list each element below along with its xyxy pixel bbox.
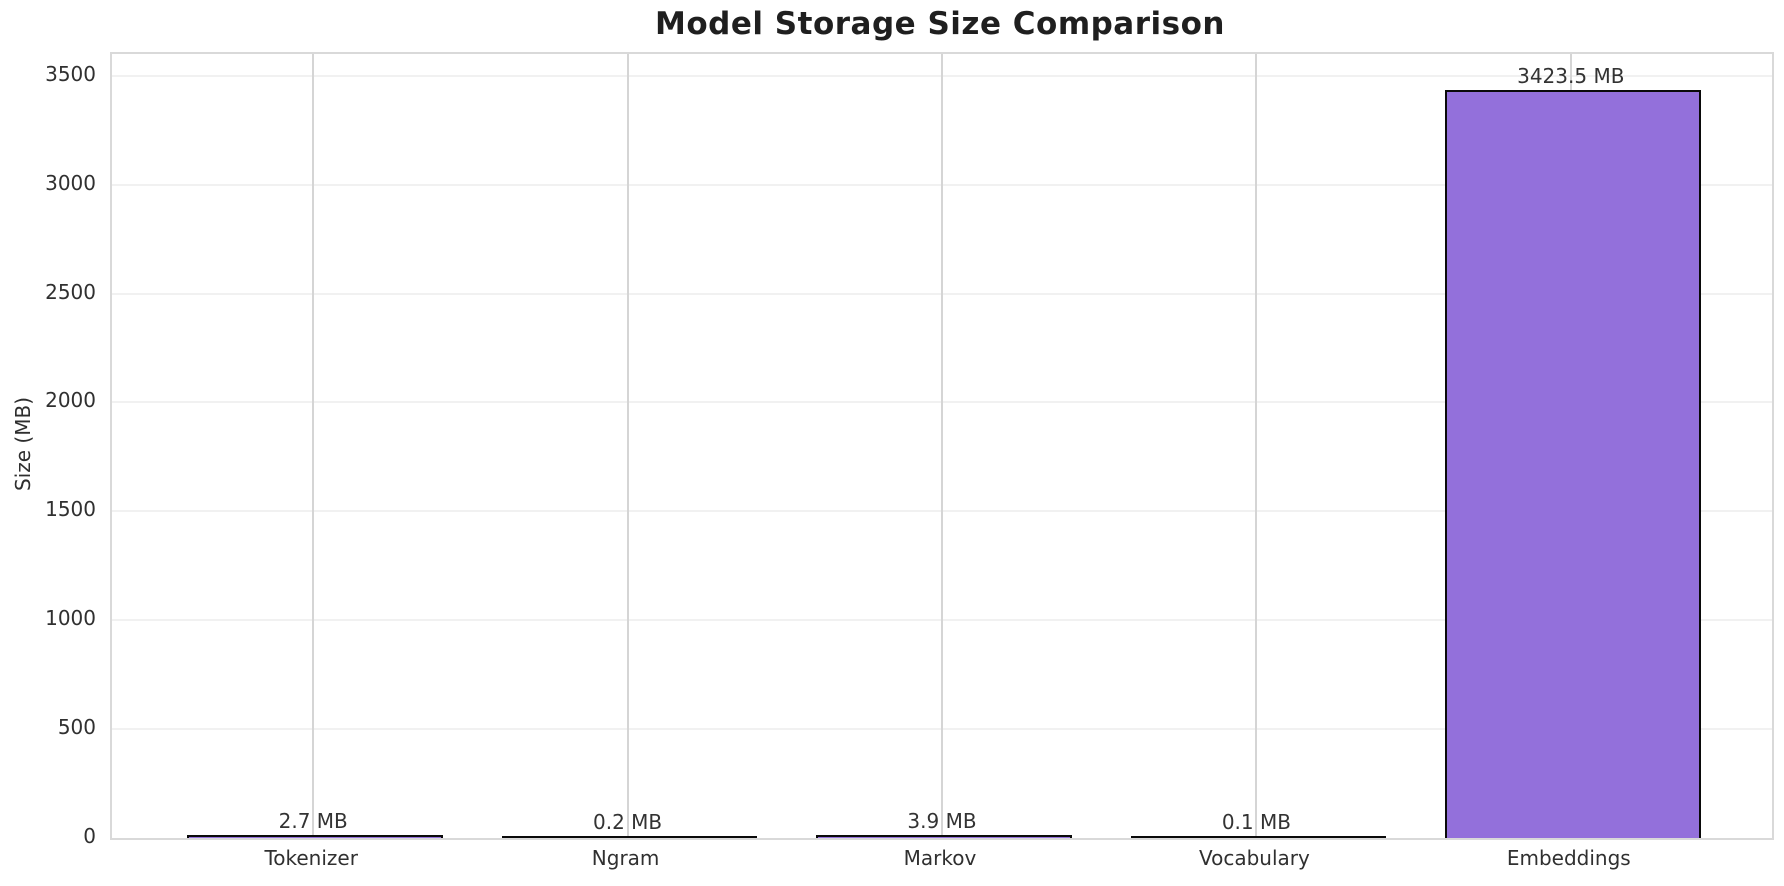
bar-ngram	[501, 835, 758, 838]
x-tick-label-tokenizer: Tokenizer	[264, 846, 358, 870]
plot-area: 2.7 MB 0.2 MB 3.9 MB 0.1 MB 3423.5 MB	[110, 52, 1774, 840]
x-tick-label-vocabulary: Vocabulary	[1198, 846, 1310, 870]
x-gridline-vocabulary	[1255, 54, 1258, 838]
y-axis-label: Size (MB)	[11, 397, 35, 491]
bar-markov	[816, 835, 1072, 838]
bar-value-label-embeddings: 3423.5 MB	[1517, 64, 1625, 89]
bar-value-label-vocabulary: 0.1 MB	[1221, 809, 1291, 834]
bar-value-label-tokenizer: 2.7 MB	[278, 809, 348, 834]
y-tick-label-2500: 2500	[45, 279, 96, 304]
y-tick-label-2000: 2000	[45, 388, 96, 413]
x-gridline-markov	[941, 54, 943, 838]
bar-value-label-markov: 3.9 MB	[907, 809, 977, 834]
y-tick-label-0: 0	[83, 824, 96, 848]
bar-tokenizer	[187, 835, 443, 838]
bar-value-label-ngram: 0.2 MB	[593, 809, 663, 834]
y-tick-label-3500: 3500	[45, 61, 96, 86]
x-gridline-tokenizer	[312, 54, 315, 838]
y-tick-label-3000: 3000	[45, 170, 96, 195]
bar-embeddings	[1445, 90, 1701, 838]
x-tick-label-embeddings: Embeddings	[1506, 846, 1631, 870]
y-tick-label-1500: 1500	[45, 497, 96, 522]
x-tick-label-markov: Markov	[903, 846, 977, 870]
y-tick-label-1000: 1000	[45, 606, 96, 631]
y-tick-label-500: 500	[57, 715, 96, 740]
chart-title: Model Storage Size Comparison	[655, 6, 1225, 42]
bar-vocabulary	[1130, 835, 1387, 838]
x-gridline-ngram	[626, 54, 629, 838]
x-tick-label-ngram: Ngram	[591, 846, 660, 870]
